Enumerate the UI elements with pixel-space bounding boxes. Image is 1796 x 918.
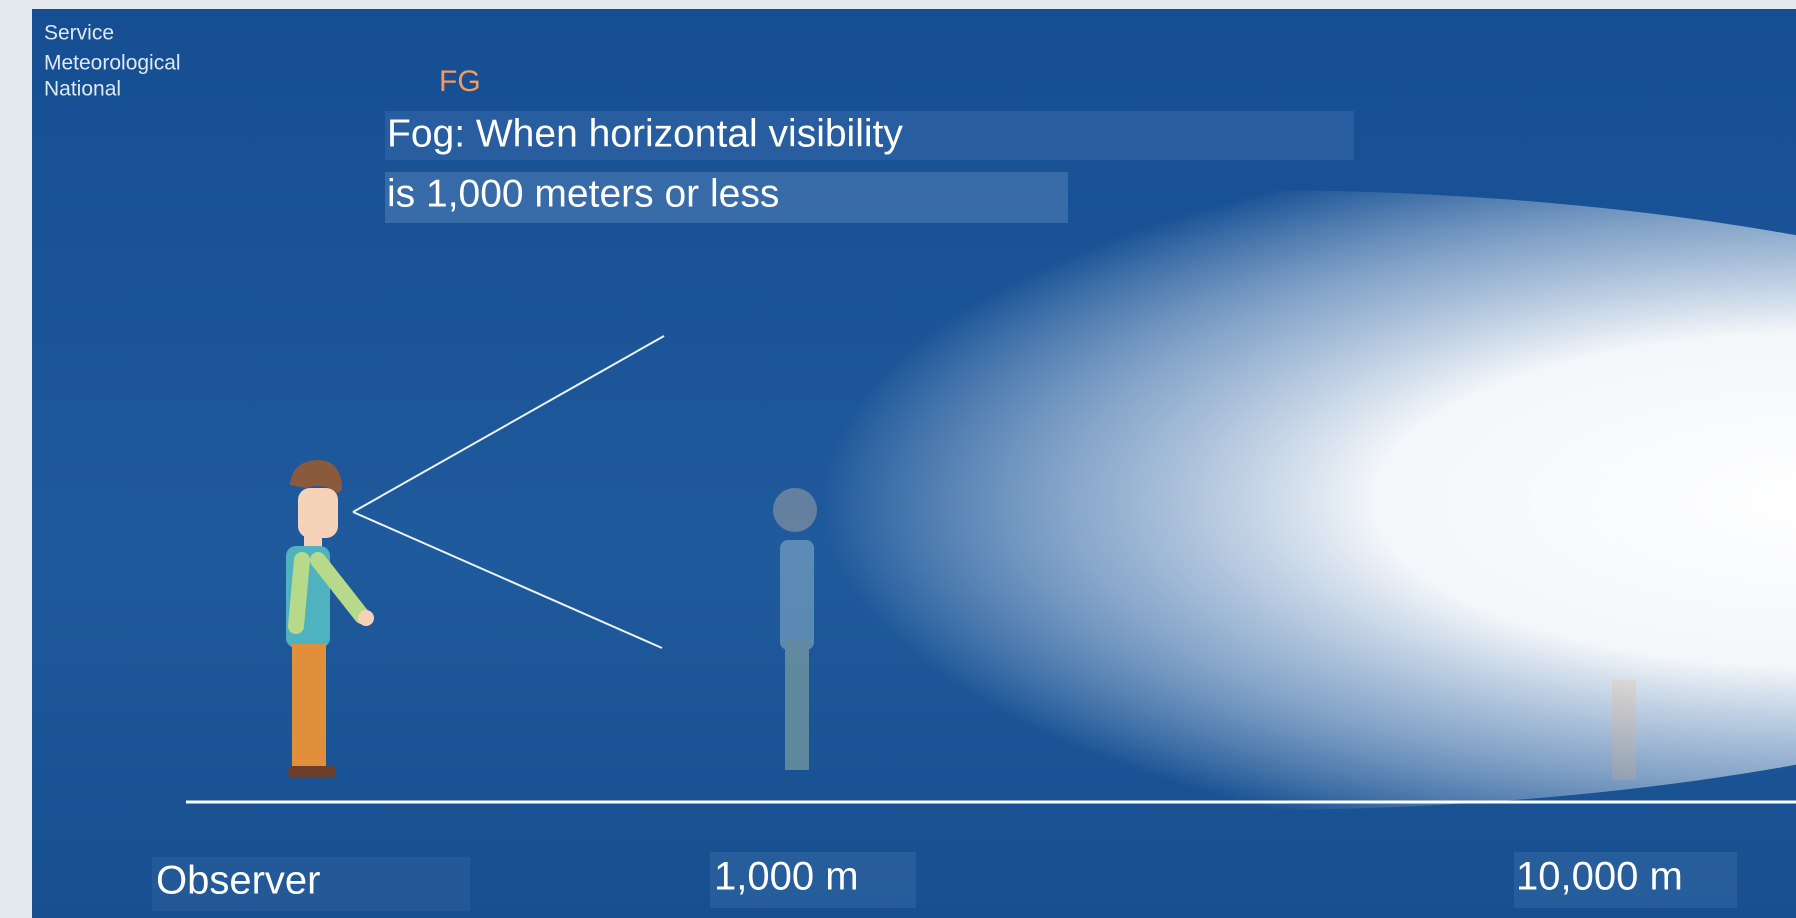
logo-text: Service <box>44 22 114 45</box>
faded-person <box>773 488 817 770</box>
logo-text: Meteorological <box>44 52 181 75</box>
sight-lines <box>352 335 665 649</box>
label-box <box>1514 852 1737 908</box>
label-box <box>710 852 916 908</box>
label-box <box>152 857 470 911</box>
far-person <box>1612 680 1636 780</box>
logo-text: National <box>44 78 121 101</box>
fog <box>200 190 1796 810</box>
distance-label: 1,000 m <box>714 855 859 899</box>
weather-code: FG <box>439 65 481 98</box>
observer-figure <box>286 460 374 778</box>
caption: Fog: When horizontal visibility <box>387 112 903 155</box>
observer-label: Observer <box>156 859 321 903</box>
caption-box <box>385 111 1354 160</box>
caption-box <box>385 172 1068 223</box>
distance-label: 10,000 m <box>1516 855 1683 899</box>
caption: is 1,000 meters or less <box>387 172 779 215</box>
